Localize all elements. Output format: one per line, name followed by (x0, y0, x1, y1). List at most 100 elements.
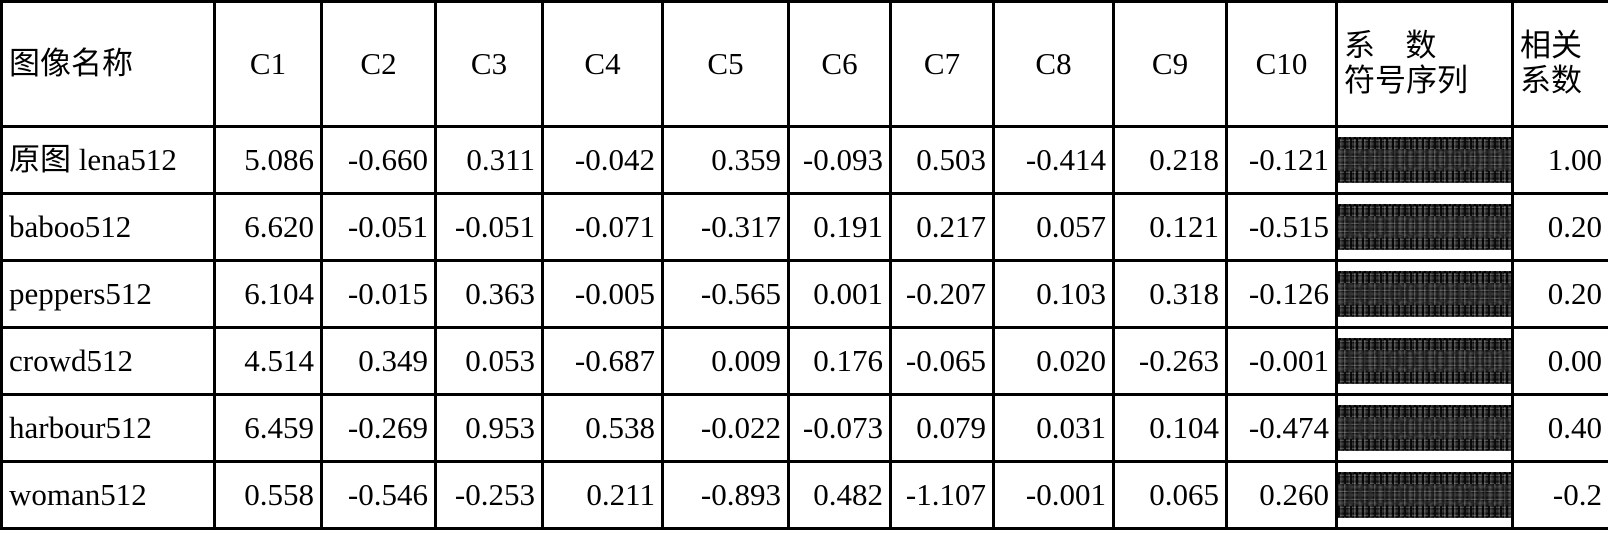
cell-coefficient-c5: 0.009 (663, 328, 789, 395)
sign-sequence-speckle-top (1338, 138, 1511, 149)
cell-coefficient-c8: 0.020 (994, 328, 1114, 395)
sign-sequence-speckle-bottom (1338, 238, 1511, 249)
cell-sign-sequence: 10110100011 (1337, 127, 1513, 194)
table-row: baboo5126.620-0.051-0.051-0.071-0.3170.1… (2, 194, 1608, 261)
sign-sequence-speckle-top (1338, 205, 1511, 216)
header-c10: C10 (1227, 2, 1337, 127)
cell-coefficient-c9: 0.121 (1114, 194, 1227, 261)
cell-sign-sequence: 10000010001 (1337, 462, 1513, 529)
cell-coefficient-c5: -0.565 (663, 261, 789, 328)
cell-coefficient-c3: 0.311 (436, 127, 543, 194)
cell-coefficient-c9: 0.218 (1114, 127, 1227, 194)
cell-coefficient-c7: -0.207 (891, 261, 994, 328)
sign-sequence-ink-smear: 10010101110 (1338, 204, 1511, 250)
cell-coefficient-c10: -0.121 (1227, 127, 1337, 194)
cell-correlation: -0.2 (1513, 462, 1608, 529)
header-c7: C7 (891, 2, 994, 127)
image-name-latin: crowd512 (9, 343, 133, 378)
cell-coefficient-c1: 0.558 (215, 462, 322, 529)
cell-correlation: 0.40 (1513, 395, 1608, 462)
cell-coefficient-c8: -0.414 (994, 127, 1114, 194)
cell-sign-sequence: 11100101001 (1337, 328, 1513, 395)
header-correlation: 相关 系数 (1513, 2, 1608, 127)
sign-sequence-ink-smear: 10100001110 (1338, 405, 1511, 451)
image-name-latin: baboo512 (9, 209, 131, 244)
sign-sequence-speckle-bottom (1338, 171, 1511, 182)
cell-sign-sequence: 10100101010 (1337, 261, 1513, 328)
sign-sequence-speckle-top (1338, 406, 1511, 417)
sign-sequence-speckle-top (1338, 272, 1511, 283)
cell-coefficient-c6: 0.001 (789, 261, 891, 328)
cell-coefficient-c10: -0.474 (1227, 395, 1337, 462)
cell-coefficient-c1: 6.104 (215, 261, 322, 328)
cell-coefficient-c5: -0.022 (663, 395, 789, 462)
cell-coefficient-c6: 0.191 (789, 194, 891, 261)
cell-coefficient-c2: -0.660 (322, 127, 436, 194)
cell-coefficient-c4: -0.687 (543, 328, 663, 395)
sign-sequence-ink-smear: 10110100011 (1338, 137, 1511, 183)
cell-correlation: 0.00 (1513, 328, 1608, 395)
cell-coefficient-c6: -0.073 (789, 395, 891, 462)
image-name-latin: woman512 (9, 477, 147, 512)
cell-coefficient-c7: -0.065 (891, 328, 994, 395)
cell-coefficient-c1: 6.459 (215, 395, 322, 462)
sign-sequence-speckle-top (1338, 339, 1511, 350)
cell-coefficient-c7: 0.079 (891, 395, 994, 462)
header-correlation-line2: 系数 (1520, 64, 1602, 99)
cell-image-name: peppers512 (2, 261, 215, 328)
cell-coefficient-c10: 0.260 (1227, 462, 1337, 529)
table-body: 原图 lena5125.086-0.6600.311-0.0420.359-0.… (2, 127, 1608, 529)
header-c9: C9 (1114, 2, 1227, 127)
cell-image-name: woman512 (2, 462, 215, 529)
cell-coefficient-c1: 6.620 (215, 194, 322, 261)
cell-image-name: crowd512 (2, 328, 215, 395)
header-c8: C8 (994, 2, 1114, 127)
header-correlation-line1: 相关 (1520, 29, 1602, 64)
cell-coefficient-c7: 0.503 (891, 127, 994, 194)
header-c1: C1 (215, 2, 322, 127)
sign-sequence-speckle-bottom (1338, 372, 1511, 383)
cell-coefficient-c10: -0.001 (1227, 328, 1337, 395)
cell-coefficient-c5: 0.359 (663, 127, 789, 194)
cell-coefficient-c5: -0.317 (663, 194, 789, 261)
cell-coefficient-c8: 0.103 (994, 261, 1114, 328)
sign-sequence-speckle-bottom (1338, 506, 1511, 517)
cell-coefficient-c6: -0.093 (789, 127, 891, 194)
cell-coefficient-c3: -0.253 (436, 462, 543, 529)
cell-image-name: 原图 lena512 (2, 127, 215, 194)
table-row: 原图 lena5125.086-0.6600.311-0.0420.359-0.… (2, 127, 1608, 194)
header-c5: C5 (663, 2, 789, 127)
cell-coefficient-c7: -1.107 (891, 462, 994, 529)
cell-coefficient-c3: 0.953 (436, 395, 543, 462)
cell-coefficient-c6: 0.176 (789, 328, 891, 395)
header-sign-sequence-line2: 符号序列 (1344, 64, 1505, 99)
header-c3: C3 (436, 2, 543, 127)
header-sign-sequence: 系 数 符号序列 (1337, 2, 1513, 127)
cell-image-name: harbour512 (2, 395, 215, 462)
cell-sign-sequence: 10100001110 (1337, 395, 1513, 462)
cell-coefficient-c7: 0.217 (891, 194, 994, 261)
header-c4: C4 (543, 2, 663, 127)
sign-sequence-ink-smear: 10000010001 (1338, 472, 1511, 518)
cell-coefficient-c2: -0.269 (322, 395, 436, 462)
cell-coefficient-c3: 0.053 (436, 328, 543, 395)
cell-coefficient-c2: -0.015 (322, 261, 436, 328)
header-c6: C6 (789, 2, 891, 127)
sign-sequence-ink-smear: 11100101001 (1338, 338, 1511, 384)
cell-image-name: baboo512 (2, 194, 215, 261)
image-name-latin: peppers512 (9, 276, 152, 311)
cell-coefficient-c3: 0.363 (436, 261, 543, 328)
sign-sequence-speckle-bottom (1338, 305, 1511, 316)
cell-coefficient-c10: -0.515 (1227, 194, 1337, 261)
header-c2: C2 (322, 2, 436, 127)
cell-coefficient-c10: -0.126 (1227, 261, 1337, 328)
header-row: 图像名称 C1 C2 C3 C4 C5 C6 C7 C8 C9 C10 系 数 … (2, 2, 1608, 127)
scanned-table-page: 图像名称 C1 C2 C3 C4 C5 C6 C7 C8 C9 C10 系 数 … (0, 0, 1608, 544)
cell-correlation: 0.20 (1513, 261, 1608, 328)
table-row: woman5120.558-0.546-0.2530.211-0.8930.48… (2, 462, 1608, 529)
sign-sequence-ink-smear: 10100101010 (1338, 271, 1511, 317)
sign-sequence-speckle-bottom (1338, 439, 1511, 450)
coefficient-table: 图像名称 C1 C2 C3 C4 C5 C6 C7 C8 C9 C10 系 数 … (0, 0, 1608, 530)
image-name-cjk: 原图 (9, 142, 71, 178)
cell-coefficient-c2: -0.051 (322, 194, 436, 261)
